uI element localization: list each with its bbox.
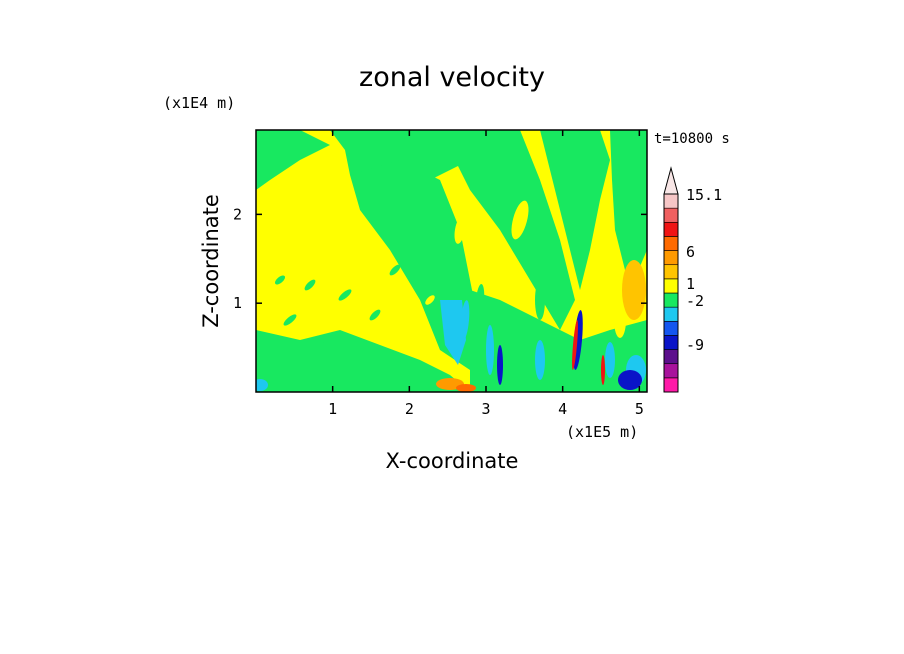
colorbar-label: 1 (686, 275, 695, 293)
colorbar: 15.1 6 1-2 -9 (663, 166, 722, 393)
cyan-plume-1 (460, 300, 470, 340)
yellow-patch-15 (584, 288, 596, 312)
green-patch-8 (475, 284, 485, 316)
colorbar-label: -2 (686, 292, 704, 310)
x-axis-ticks: 1 2 3 4 5 (328, 130, 644, 418)
red-streak-2 (601, 355, 605, 385)
colorbar-swatch (663, 349, 679, 365)
colorbar-label: -9 (686, 336, 704, 354)
cyan-plume-2 (486, 325, 494, 375)
green-region-bottom-left (256, 330, 470, 392)
yellow-patch-5 (294, 324, 306, 336)
yellow-patch-2 (313, 283, 327, 297)
yellow-patch-11 (425, 295, 435, 305)
cyan-patch-corner (256, 379, 268, 391)
green-region-top-left (256, 130, 330, 190)
cyan-plume-4 (605, 342, 615, 378)
colorbar-swatch (663, 320, 679, 336)
navy-patch-surface (618, 370, 642, 390)
y-unit-label: (x1E4 m) (163, 94, 235, 112)
colorbar-extend-arrow (663, 166, 679, 195)
yellow-patch-4 (354, 293, 366, 307)
y-axis-label: Z-coordinate (199, 194, 223, 328)
dorange-patch-surface (456, 384, 476, 392)
colorbar-swatch (663, 335, 679, 350)
green-patch-5 (275, 275, 285, 285)
colorbar-swatch (663, 292, 679, 308)
green-patch-1 (304, 279, 316, 291)
colorbar-swatch (663, 207, 679, 223)
yellow-patch-9 (383, 298, 397, 312)
colorbar-label: 15.1 (686, 186, 722, 204)
colorbar-swatch (663, 377, 679, 393)
green-region-right-band (540, 130, 610, 290)
y-tick-label: 1 (233, 294, 242, 312)
colorbar-swatch (663, 264, 679, 280)
chart-title: zonal velocity (359, 62, 545, 93)
time-label: t=10800 s (654, 131, 730, 147)
red-streak-1 (572, 320, 578, 370)
x-tick-label: 4 (558, 400, 567, 418)
colorbar-swatch (663, 236, 679, 251)
yellow-region-left (256, 175, 320, 250)
yellow-patch-3 (332, 313, 348, 327)
yellow-patch-1 (293, 294, 307, 306)
yellow-patch-8 (363, 274, 377, 286)
yellow-patch-0 (271, 302, 289, 318)
colorbar-swatch (663, 193, 679, 209)
x-tick-label: 5 (635, 400, 644, 418)
green-patch-2 (338, 289, 352, 301)
green-patch-0 (283, 314, 297, 326)
cyan-plume-3 (535, 340, 545, 380)
green-patch-9 (535, 280, 545, 320)
yellow-patch-7 (344, 244, 356, 256)
y-axis-ticks: 12 (233, 205, 647, 312)
plot-frame (255, 129, 648, 393)
yellow-patch-13 (511, 200, 529, 240)
x-tick-label: 3 (481, 400, 490, 418)
green-patch-4 (389, 264, 401, 276)
yellow-patch-12 (491, 242, 509, 278)
green-patch-6 (318, 339, 332, 351)
colorbar-swatch (663, 221, 679, 237)
yellow-patch-6 (323, 263, 337, 277)
yellow-patch-16 (594, 244, 606, 276)
green-patch-3 (369, 309, 381, 321)
colorbar-label: 6 (686, 243, 695, 261)
cyan-plume-left (440, 300, 466, 365)
yellow-patch-14 (454, 216, 466, 244)
yellow-patch-10 (402, 321, 418, 339)
green-region-right-edge (610, 130, 647, 290)
x-unit-label: (x1E5 m) (566, 423, 638, 441)
x-tick-label: 2 (405, 400, 414, 418)
colorbar-swatch (663, 250, 679, 266)
amber-patch-right (622, 260, 646, 320)
green-region-diagonal (440, 130, 575, 330)
colorbar-swatch (663, 363, 679, 379)
colorbar-swatch (663, 278, 679, 294)
y-tick-label: 2 (233, 205, 242, 223)
colorbar-swatch (663, 306, 679, 322)
yellow-patch-17 (614, 302, 626, 338)
navy-streak-2 (497, 345, 503, 385)
x-axis-label: X-coordinate (386, 449, 519, 473)
velocity-field (256, 130, 647, 392)
colorbar-frame (663, 193, 679, 393)
x-tick-label: 1 (328, 400, 337, 418)
